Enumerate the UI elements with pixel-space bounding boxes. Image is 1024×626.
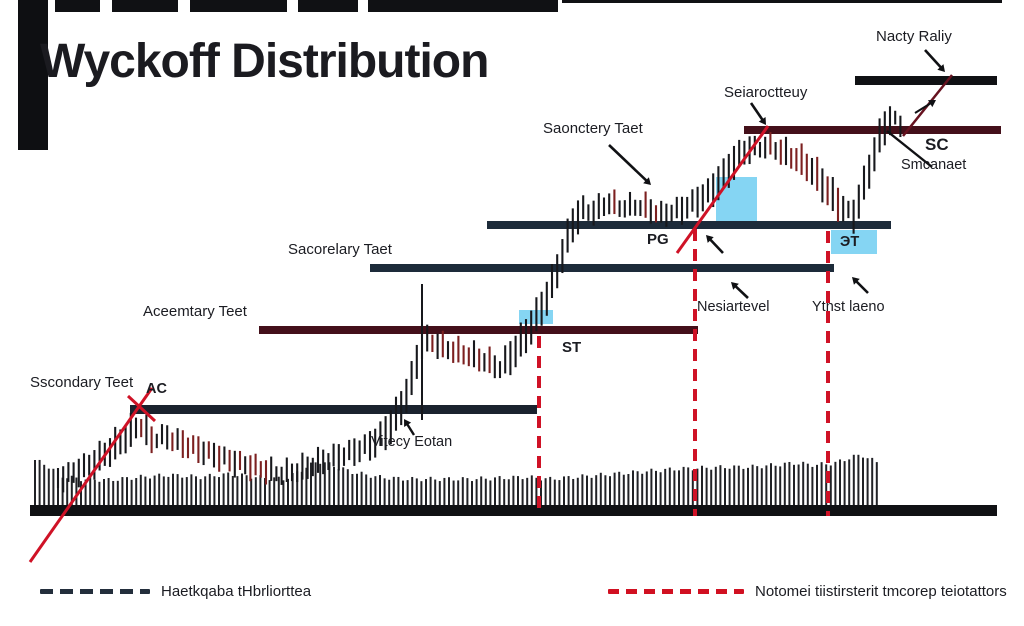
arrow-line [406, 423, 416, 436]
arrow-head [758, 117, 766, 125]
label-secondary-test-low: Sscondary Teet [30, 374, 134, 391]
lower-navy-bar [130, 405, 537, 414]
label-sc-subtitle: Smcanaet [901, 157, 967, 173]
label-restartevel: Nesiartevel [697, 299, 770, 315]
label-sc: SC [925, 135, 949, 154]
annotation-arrows [404, 49, 945, 436]
bottom-baseline-bar [30, 505, 997, 516]
label-ac: AC [146, 381, 167, 397]
label-st-mid: ST [562, 339, 582, 356]
arrow-line [855, 280, 869, 294]
page-title: Wyckoff Distribution [40, 35, 489, 88]
upper-navy-bar [487, 221, 891, 229]
arrow-line [734, 285, 749, 299]
legend-navy-label: Haetkqaba tHbrliorttea [161, 583, 312, 600]
legend-item-red: Notomei tiistirsterit tmcorep teiotattor… [608, 583, 1007, 600]
arrow-head [731, 282, 739, 290]
upper-maroon-bar [744, 126, 1001, 134]
label-natty-rally: Nacty Raliy [876, 28, 952, 45]
top-resistance-bar [855, 76, 997, 85]
arrow-head [852, 277, 860, 285]
label-secondary-test-top: Seiaroctteuy [724, 84, 808, 101]
arrow-head [928, 100, 936, 108]
arrow-line [749, 102, 764, 121]
highlight-boxes [519, 177, 877, 324]
label-vitecy-eotan: Vitecy Eotan [371, 434, 453, 450]
phase-dashed-verticals [537, 229, 830, 516]
left-edge-bar [18, 0, 48, 150]
arrow-head [643, 177, 651, 185]
label-secondary-test-left: Sacorelary Taet [288, 241, 392, 258]
navy-dashed-line-swatch [40, 589, 150, 594]
trendline [675, 125, 770, 254]
chart-shape [562, 0, 1002, 3]
resistance-support-bars [130, 76, 1001, 414]
trendline [28, 387, 154, 563]
chart-shape [55, 0, 100, 12]
label-st-highlight: ЭT [840, 234, 860, 250]
chart-shape [298, 0, 358, 12]
legend-red-label: Notomei tiistirsterit tmcorep teiotattor… [755, 583, 1007, 600]
label-secondary-test-mid: Saonctery Taet [543, 120, 643, 137]
arrow-head [706, 235, 714, 243]
arrow-line [709, 238, 724, 254]
arrow-line [924, 49, 942, 69]
chart-shape [112, 0, 178, 12]
price-candles [56, 106, 902, 493]
highlight-box [716, 177, 757, 221]
top-border-dashes [55, 0, 1002, 12]
mid-maroon-bar [259, 326, 698, 334]
arrow-head [404, 419, 412, 427]
label-accumulation-test: Aceemtary Teet [143, 303, 247, 320]
highlight-box [831, 230, 877, 254]
legend-item-navy: Haetkqaba tHbrliorttea [40, 583, 311, 600]
red-dashed-line-swatch [608, 589, 744, 594]
mid-navy-bar [370, 264, 834, 272]
arrow-head [937, 64, 945, 72]
chart-shape [368, 0, 558, 12]
label-ytnst-laeno: Ytnst laeno [812, 299, 885, 315]
volume-bars [34, 454, 878, 506]
arrow-line [608, 144, 648, 182]
arrow-line [914, 102, 932, 114]
chart-shape [190, 0, 287, 12]
arrow-line [886, 130, 933, 168]
trendline [126, 394, 157, 423]
label-pg: PG [647, 231, 669, 248]
